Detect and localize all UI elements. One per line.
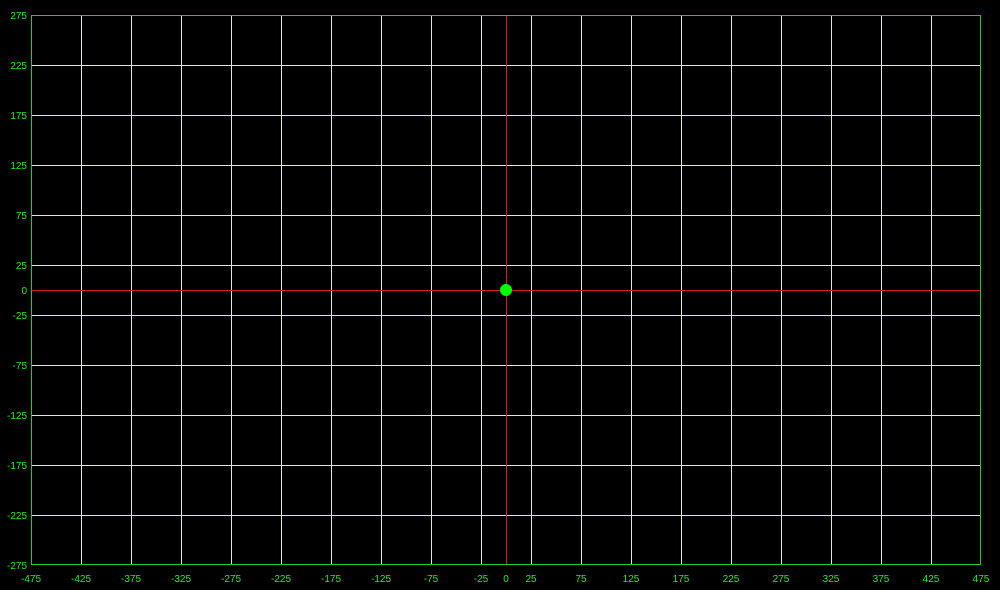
y-tick-label: -175 (7, 461, 27, 472)
y-tick-label: -75 (13, 361, 28, 372)
y-tick-label: -275 (7, 561, 27, 572)
y-tick-label: 75 (16, 211, 28, 222)
y-tick-label: 0 (21, 286, 27, 297)
x-tick-label: -175 (321, 574, 341, 585)
x-tick-label: -25 (474, 574, 489, 585)
x-tick-label: -275 (221, 574, 241, 585)
x-tick-label: 175 (673, 574, 690, 585)
y-tick-label: 25 (16, 261, 28, 272)
y-tick-label: -25 (13, 311, 28, 322)
y-tick-label: 275 (10, 11, 27, 22)
x-tick-label: 0 (503, 574, 509, 585)
x-tick-label: 225 (723, 574, 740, 585)
x-tick-label: 25 (525, 574, 537, 585)
y-tick-label: -125 (7, 411, 27, 422)
x-tick-label: -125 (371, 574, 391, 585)
y-tick-label: 125 (10, 161, 27, 172)
x-tick-label: 425 (923, 574, 940, 585)
x-tick-label: -475 (21, 574, 41, 585)
x-tick-label: -375 (121, 574, 141, 585)
x-tick-label: 475 (973, 574, 990, 585)
x-tick-label: 325 (823, 574, 840, 585)
x-tick-label: -325 (171, 574, 191, 585)
x-tick-label: 375 (873, 574, 890, 585)
y-tick-label: -225 (7, 511, 27, 522)
x-tick-label: -75 (424, 574, 439, 585)
x-tick-label: -425 (71, 574, 91, 585)
x-tick-label: -225 (271, 574, 291, 585)
x-tick-label: 125 (623, 574, 640, 585)
data-point (500, 284, 512, 296)
x-tick-label: 275 (773, 574, 790, 585)
y-tick-label: 225 (10, 61, 27, 72)
y-tick-label: 175 (10, 111, 27, 122)
plot-frame (31, 15, 981, 565)
x-tick-label: 75 (575, 574, 587, 585)
